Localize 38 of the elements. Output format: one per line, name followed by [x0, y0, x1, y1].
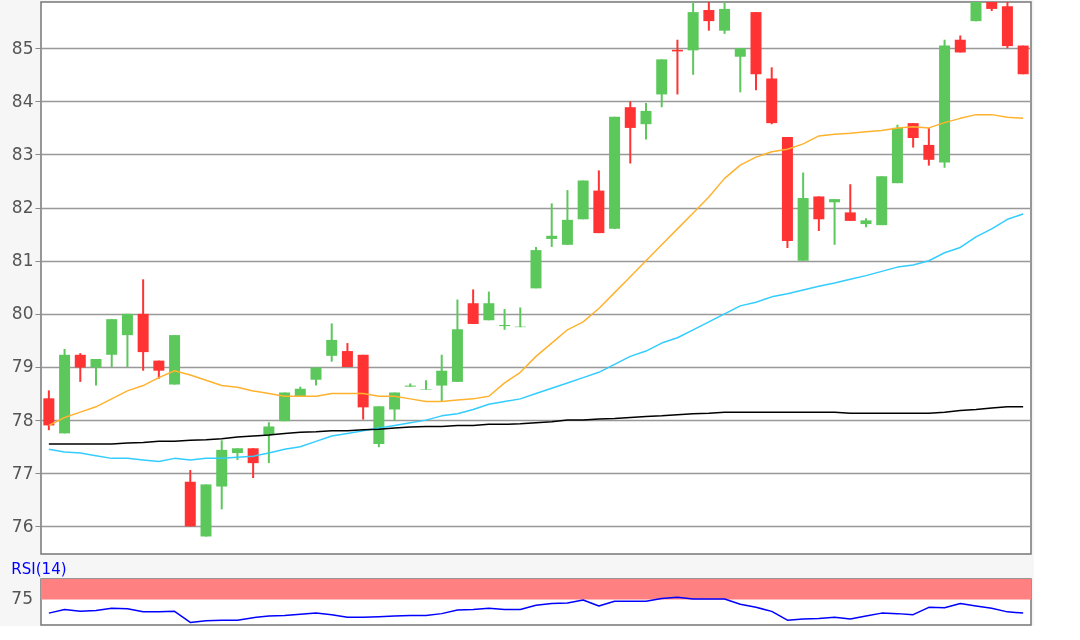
candlestick: [829, 198, 841, 246]
candlestick: [404, 382, 416, 388]
line-series: [48, 213, 1024, 463]
y-tick-label: 77: [11, 462, 34, 483]
y-tick-label: 83: [11, 143, 34, 164]
candlestick: [844, 183, 856, 222]
candlestick: [546, 202, 558, 248]
candlestick: [121, 312, 133, 368]
candlestick: [74, 352, 86, 383]
candlestick: [389, 391, 401, 423]
candlestick: [263, 421, 275, 465]
y-tick-label: 78: [11, 409, 34, 430]
candlestick: [420, 379, 432, 391]
y-tick-label: 81: [11, 250, 34, 271]
candlestick: [483, 290, 495, 322]
candlestick: [640, 101, 652, 141]
candlestick: [326, 322, 338, 363]
y-tick-label: 82: [11, 197, 34, 218]
candlestick: [703, 1, 715, 32]
y-tick-label: 84: [11, 90, 34, 111]
y-tick-label: 76: [11, 515, 34, 536]
candlestick: [341, 342, 353, 368]
y-tick-label: 79: [11, 356, 34, 377]
candlestick: [247, 447, 259, 480]
y-tick-label: 80: [11, 303, 34, 324]
candlestick: [813, 195, 825, 232]
candlestick: [436, 353, 448, 403]
candlestick: [499, 308, 511, 331]
text: 75: [11, 588, 33, 609]
candlestick: [624, 100, 636, 165]
y-tick-label: 85: [11, 37, 34, 58]
candlestick: [719, 1, 731, 35]
candlestick: [734, 47, 746, 94]
candlestick: [467, 288, 479, 325]
line-series: [48, 406, 1024, 445]
chart-title: RSI(14): [11, 560, 67, 578]
candlestick: [90, 358, 102, 387]
candlestick: [923, 126, 935, 167]
